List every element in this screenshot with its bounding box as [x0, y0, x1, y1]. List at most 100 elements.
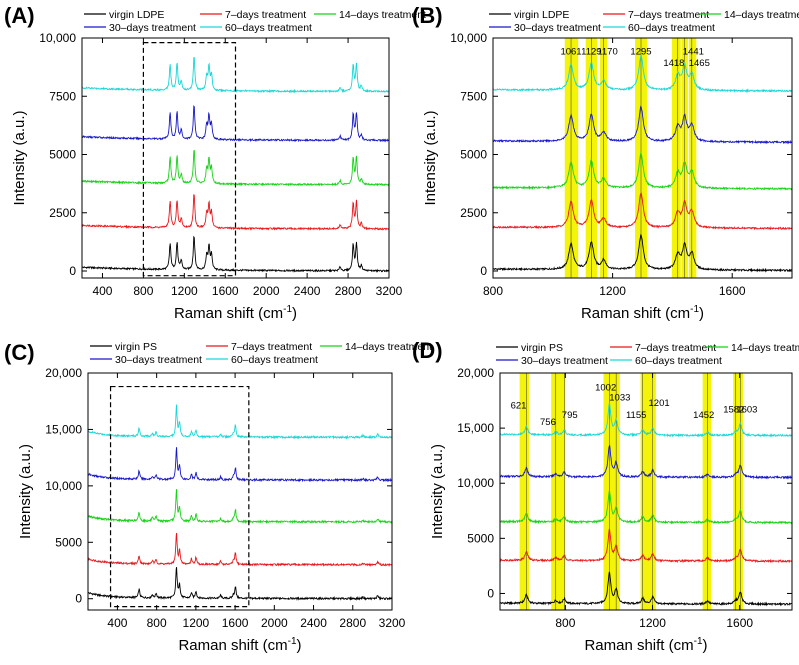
x-axis-label: Raman shift (cm-1) [174, 304, 297, 322]
x-tick-label: 800 [483, 284, 503, 298]
peak-annotation: 1129 [581, 46, 601, 57]
series-line-30-days [492, 105, 793, 145]
x-tick-label: 400 [92, 284, 112, 298]
peak-annotation: 1465 [689, 58, 710, 69]
y-tick-label: 0 [487, 586, 494, 600]
legend-label: 14–days treatment [724, 9, 799, 21]
series-line-7-days [492, 192, 793, 231]
legend-label: 60–days treatment [628, 22, 715, 34]
peak-annotation: 795 [562, 410, 578, 421]
y-tick-label: 15,000 [457, 421, 494, 435]
y-tick-label: 5000 [49, 148, 76, 162]
axes-frame [87, 372, 393, 611]
x-tick-label: 1200 [599, 284, 626, 298]
series-line-14-days [87, 489, 393, 525]
legend: virgin LDPE 7–days treatment 14–days treat… [489, 9, 799, 34]
chart-panel-a: (A) virgin LDPE 7–days treatment 14–days tr… [4, 3, 426, 322]
legend-label: 14–days treatment [339, 9, 426, 21]
chart-panel-d: (D) virgin PS 7–days treatment 14–days trea… [412, 338, 799, 654]
highlight-band [671, 38, 681, 278]
peak-annotation: 1033 [609, 393, 630, 404]
x-tick-label: 2400 [300, 616, 327, 630]
legend-label: virgin LDPE [109, 9, 164, 21]
y-axis-label: Intensity (a.u.) [422, 110, 439, 205]
x-axis-label: Raman shift (cm-1) [584, 636, 707, 654]
y-tick-label: 15,000 [45, 422, 82, 436]
y-tick-label: 7500 [49, 89, 76, 103]
chart-panel-b: (B) virgin LDPE 7–days treatment 14–days tr… [412, 3, 799, 322]
series-line-60-days [87, 404, 392, 440]
peak-annotation: 1441 [683, 46, 704, 57]
legend: virgin PS 7–days treatment 14–days treatme… [496, 342, 799, 367]
y-tick-label: 10,000 [457, 476, 494, 490]
y-tick-label: 5000 [55, 535, 82, 549]
x-axis-label: Raman shift (cm-1) [581, 304, 704, 322]
x-tick-label: 1600 [212, 284, 239, 298]
y-tick-label: 20,000 [45, 366, 82, 380]
series-line-7-days [87, 532, 392, 567]
series-line-14-days [492, 151, 793, 191]
x-tick-label: 3200 [376, 284, 403, 298]
x-tick-label: 1200 [183, 616, 210, 630]
highlight-band [688, 38, 697, 278]
legend-label: 30–days treatment [521, 355, 608, 367]
legend-label: 60–days treatment [231, 354, 318, 366]
y-tick-label: 2500 [460, 206, 487, 220]
legend-label: 14–days treatment [345, 341, 432, 353]
x-axis-label: Raman shift (cm-1) [178, 636, 301, 654]
y-tick-label: 10,000 [39, 31, 76, 45]
legend-label: 30–days treatment [109, 22, 196, 34]
y-tick-label: 5000 [467, 531, 494, 545]
legend-label: 60–days treatment [225, 22, 312, 34]
x-tick-label: 2400 [294, 284, 321, 298]
x-tick-label: 1200 [639, 616, 666, 630]
y-tick-label: 7500 [460, 89, 487, 103]
series-line-virgin [492, 234, 793, 273]
series-line-30-days [87, 447, 392, 483]
x-tick-label: 1600 [222, 616, 249, 630]
panel-label: (C) [4, 340, 35, 365]
highlight-band [733, 373, 743, 610]
series-line-30-days [499, 444, 792, 480]
y-tick-label: 0 [75, 592, 82, 606]
chart-panel-c: (C) virgin PS 7–days treatment 14–days trea… [4, 340, 432, 654]
x-tick-label: 1600 [719, 284, 746, 298]
peak-annotation: 1295 [630, 46, 651, 57]
x-tick-label: 2000 [253, 284, 280, 298]
highlight-band [603, 373, 620, 610]
legend-label: virgin PS [521, 342, 563, 354]
highlight-band [519, 373, 530, 610]
series-line-virgin [81, 235, 390, 273]
x-tick-label: 800 [555, 616, 575, 630]
peak-annotation: 1418 [663, 58, 684, 69]
y-axis-label: Intensity (a.u.) [17, 444, 34, 539]
legend: virgin PS 7–days treatment 14–days treatme… [90, 341, 432, 366]
y-tick-label: 10,000 [450, 31, 487, 45]
legend-label: 7–days treatment [231, 341, 312, 353]
legend-label: 7–days treatment [635, 342, 716, 354]
peak-annotation: 1155 [626, 410, 646, 421]
zoom-region-box [142, 42, 237, 277]
x-tick-label: 800 [133, 284, 153, 298]
series-line-7-days [499, 528, 792, 564]
legend-label: 30–days treatment [514, 22, 601, 34]
legend: virgin LDPE 7–days treatment 14–days treat… [84, 9, 426, 34]
y-axis-label: Intensity (a.u.) [11, 110, 28, 205]
highlight-band [564, 38, 579, 278]
y-tick-label: 0 [480, 264, 487, 278]
x-tick-label: 1200 [171, 284, 198, 298]
peak-annotation: 621 [511, 400, 527, 411]
x-tick-label: 2000 [261, 616, 288, 630]
legend-label: 7–days treatment [628, 9, 709, 21]
peak-annotation: 1002 [595, 383, 616, 394]
panel-label: (A) [4, 3, 35, 28]
panel-label: (D) [412, 338, 443, 363]
y-tick-label: 0 [69, 264, 76, 278]
peak-annotation: 1452 [693, 410, 714, 421]
series-line-60-days [492, 54, 793, 94]
legend-label: virgin LDPE [514, 9, 569, 21]
axes-frame [81, 37, 390, 279]
peak-annotation: 1170 [597, 46, 617, 57]
y-tick-label: 20,000 [457, 366, 494, 380]
